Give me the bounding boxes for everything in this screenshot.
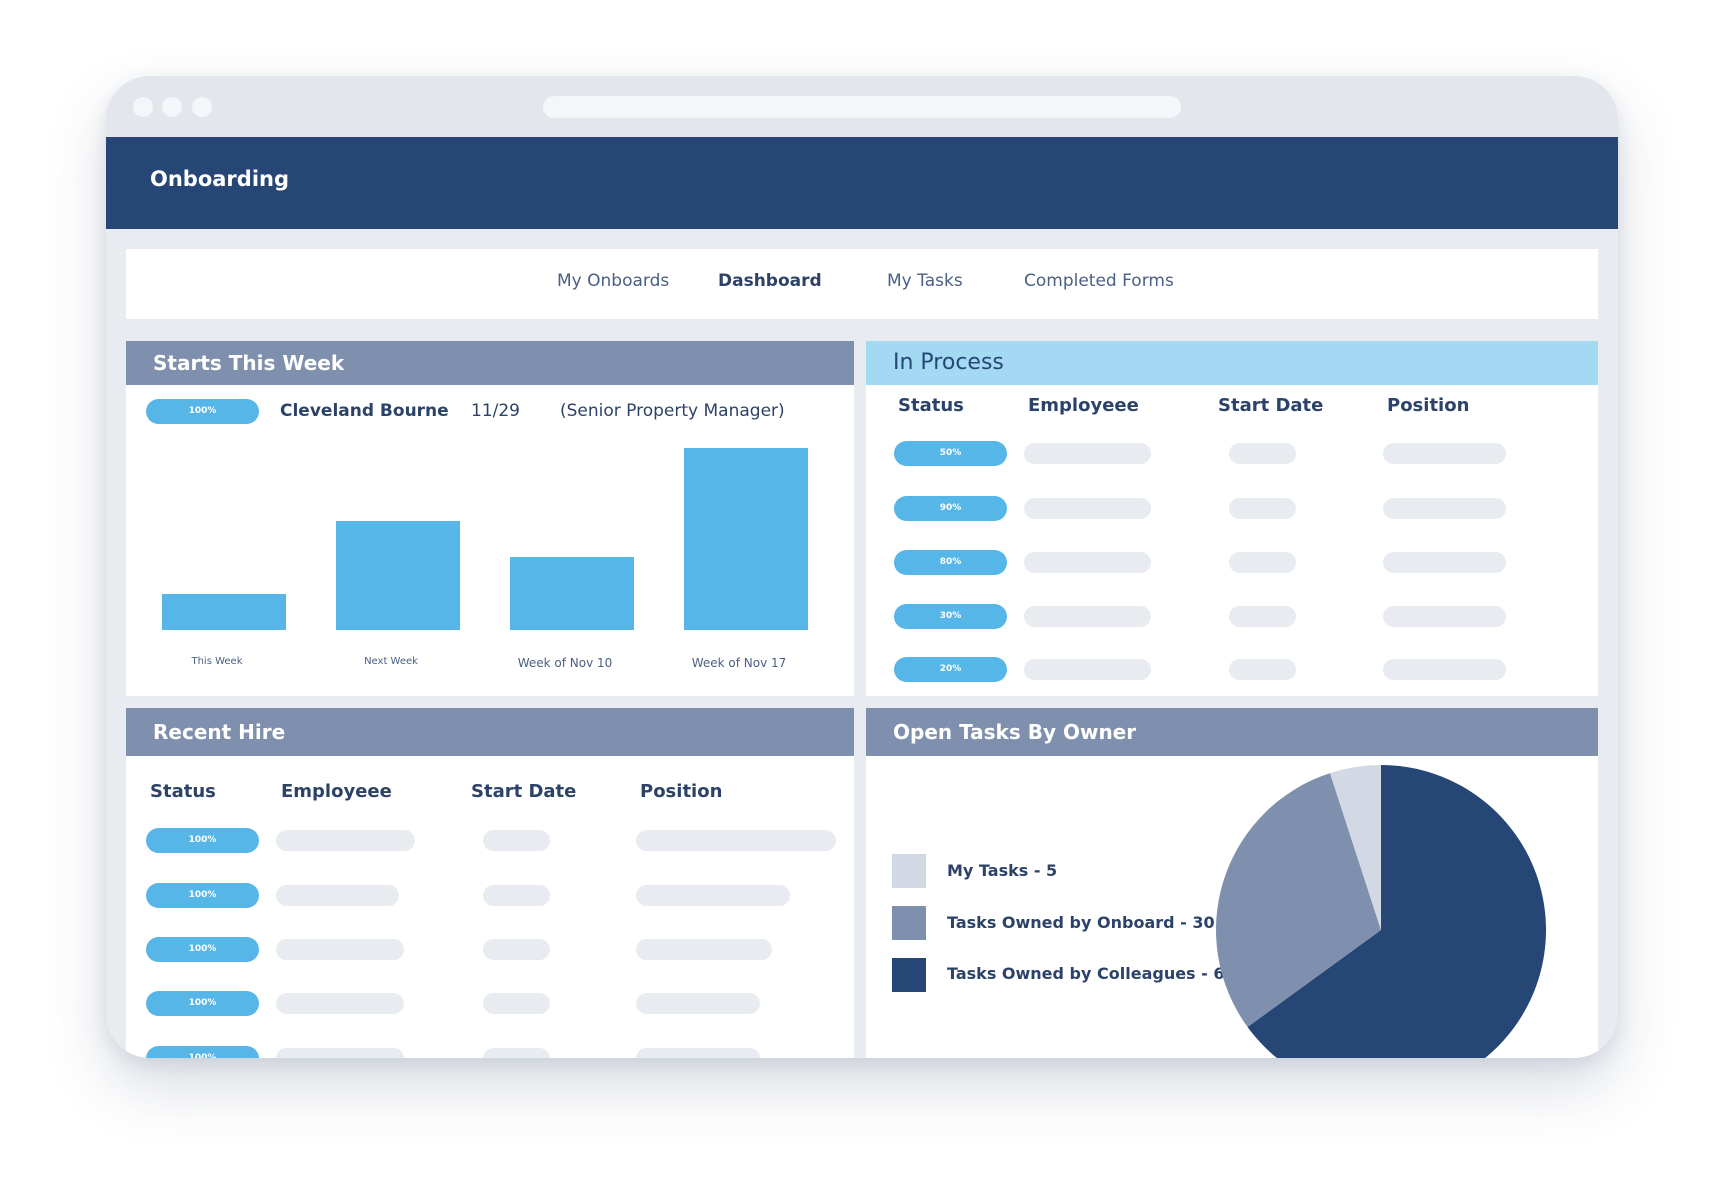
bar-label: Week of Nov 10 <box>517 656 613 670</box>
position-placeholder <box>1383 443 1506 464</box>
position-placeholder <box>1383 498 1506 519</box>
employee-placeholder <box>1024 552 1151 573</box>
column-start-date[interactable]: Start Date <box>471 781 577 802</box>
status-pill: 100% <box>146 937 259 962</box>
status-pill: 100% <box>146 828 259 853</box>
position-placeholder <box>636 1048 760 1058</box>
panel-header: Open Tasks By Owner <box>866 708 1598 756</box>
open-tasks-pie-chart <box>1216 765 1546 1058</box>
open-tasks-panel: Open Tasks By Owner My Tasks - 5 Tasks O… <box>866 708 1598 1058</box>
panel-header: Starts This Week <box>126 341 854 385</box>
date-placeholder <box>1229 659 1296 680</box>
window-maximize-dot[interactable] <box>192 97 212 117</box>
panel-title: Open Tasks By Owner <box>893 720 1137 744</box>
column-employee[interactable]: Employeee <box>281 781 392 802</box>
employee-placeholder <box>276 885 399 906</box>
employee-placeholder <box>276 993 404 1014</box>
bar-week-of-nov-10[interactable] <box>510 557 634 630</box>
panel-title: Starts This Week <box>153 351 345 375</box>
bar-label: Week of Nov 17 <box>691 656 787 670</box>
column-position[interactable]: Position <box>640 781 723 802</box>
employee-placeholder <box>1024 606 1151 627</box>
position-placeholder <box>636 993 760 1014</box>
status-pill: 100% <box>146 883 259 908</box>
window-minimize-dot[interactable] <box>162 97 182 117</box>
bar-label: Next Week <box>364 656 418 667</box>
nav-bar: My Onboards Dashboard My Tasks Completed… <box>126 249 1598 319</box>
status-pill: 80% <box>894 550 1007 575</box>
pie-slice-colleagues[interactable] <box>1247 765 1546 1058</box>
employee-placeholder <box>1024 443 1151 464</box>
position-placeholder <box>1383 659 1506 680</box>
nav-completed-forms[interactable]: Completed Forms <box>1024 271 1174 291</box>
panel-title: Recent Hire <box>153 720 286 744</box>
position-placeholder <box>636 830 836 851</box>
status-pill: 90% <box>894 496 1007 521</box>
nav-my-onboards[interactable]: My Onboards <box>557 271 670 291</box>
status-pill: 100% <box>146 1046 259 1058</box>
starts-bar-chart: This Week Next Week Week of Nov 10 Week … <box>126 341 854 696</box>
status-pill: 100% <box>146 991 259 1016</box>
status-pill: 50% <box>894 441 1007 466</box>
date-placeholder <box>483 1048 550 1058</box>
browser-titlebar <box>106 76 1618 137</box>
employee-placeholder <box>1024 659 1151 680</box>
pie-slice-onboard[interactable] <box>1216 773 1381 1027</box>
column-status[interactable]: Status <box>150 781 216 802</box>
app-header: Onboarding <box>106 137 1618 229</box>
panel-header: Recent Hire <box>126 708 854 756</box>
employee-name[interactable]: Cleveland Bourne <box>280 401 449 421</box>
nav-dashboard[interactable]: Dashboard <box>718 271 822 291</box>
date-placeholder <box>1229 606 1296 627</box>
position-placeholder <box>1383 606 1506 627</box>
panel-header: In Process <box>866 341 1598 385</box>
date-placeholder <box>483 830 550 851</box>
start-date: 11/29 <box>471 401 520 421</box>
status-pill: 20% <box>894 657 1007 682</box>
date-placeholder <box>483 885 550 906</box>
bar-next-week[interactable] <box>336 520 460 630</box>
employee-placeholder <box>276 1048 404 1058</box>
nav-my-tasks[interactable]: My Tasks <box>887 271 963 291</box>
status-pill: 100% <box>146 399 259 424</box>
date-placeholder <box>1229 443 1296 464</box>
legend-swatch <box>892 958 926 992</box>
panel-title: In Process <box>893 350 1004 375</box>
position-placeholder <box>636 939 772 960</box>
pie-slice-my-tasks[interactable] <box>1330 765 1381 930</box>
employee-placeholder <box>276 830 415 851</box>
column-position[interactable]: Position <box>1387 395 1470 416</box>
starts-this-week-panel: Starts This Week 100% Cleveland Bourne 1… <box>126 341 854 696</box>
recent-hire-panel: Recent Hire Status Employeee Start Date … <box>126 708 854 1058</box>
legend-swatch <box>892 854 926 888</box>
bar-this-week[interactable] <box>162 593 286 630</box>
date-placeholder <box>1229 498 1296 519</box>
address-bar[interactable] <box>543 96 1181 118</box>
position-placeholder <box>636 885 790 906</box>
column-employee[interactable]: Employeee <box>1028 395 1139 416</box>
status-pill: 30% <box>894 604 1007 629</box>
app-title: Onboarding <box>150 167 290 191</box>
browser-window: Onboarding My Onboards Dashboard My Task… <box>106 76 1618 1058</box>
in-process-panel: In Process Status Employeee Start Date P… <box>866 341 1598 696</box>
bar-week-of-nov-17[interactable] <box>684 448 808 630</box>
date-placeholder <box>1229 552 1296 573</box>
legend-swatch <box>892 906 926 940</box>
employee-placeholder <box>276 939 404 960</box>
legend-label: My Tasks - 5 <box>947 861 1058 880</box>
employee-placeholder <box>1024 498 1151 519</box>
column-start-date[interactable]: Start Date <box>1218 395 1324 416</box>
employee-position: (Senior Property Manager) <box>560 401 785 421</box>
window-close-dot[interactable] <box>133 97 153 117</box>
position-placeholder <box>1383 552 1506 573</box>
date-placeholder <box>483 939 550 960</box>
bar-label: This Week <box>191 656 243 667</box>
column-status[interactable]: Status <box>898 395 964 416</box>
legend-label: Tasks Owned by Colleagues - 65 <box>947 964 1236 983</box>
legend-label: Tasks Owned by Onboard - 30 <box>947 913 1215 932</box>
date-placeholder <box>483 993 550 1014</box>
